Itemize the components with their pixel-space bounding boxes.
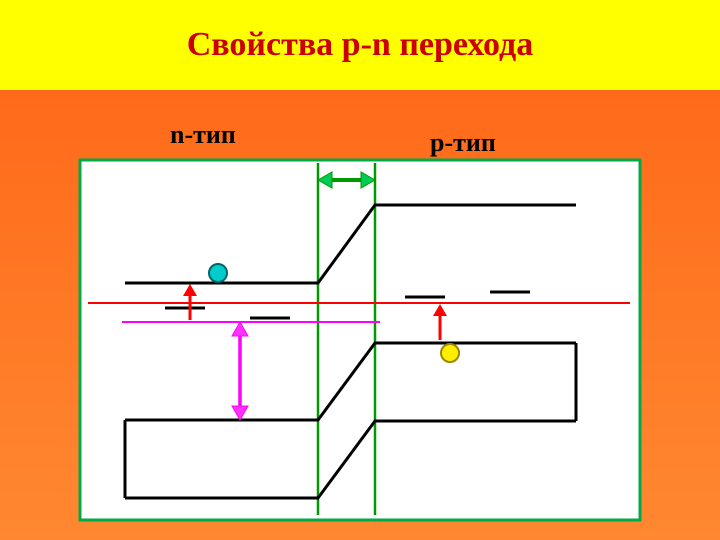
band-diagram: [0, 90, 720, 540]
title-bar: Свойства p-n перехода: [0, 0, 720, 90]
page-title: Свойства p-n перехода: [187, 26, 534, 64]
body-area: n-тип p-тип d WF ϕк: [0, 90, 720, 540]
